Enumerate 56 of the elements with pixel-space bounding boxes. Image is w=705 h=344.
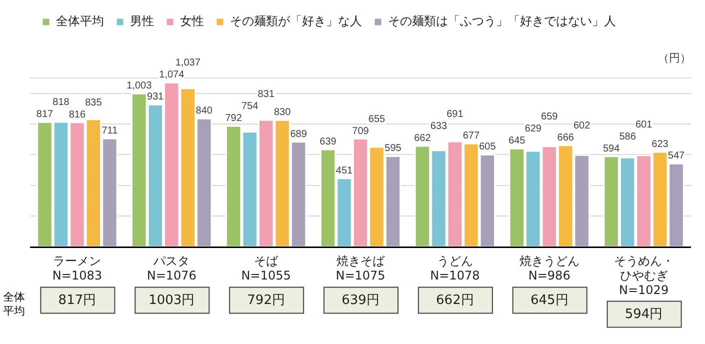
data-label: 931 [147, 92, 164, 103]
y-axis-title: （円） [658, 51, 691, 64]
legend-label: その麺類は「ふつう」「好きではない」人 [388, 14, 616, 28]
legend-label: 女性 [180, 14, 204, 28]
data-label: 645 [508, 136, 526, 147]
data-label: 655 [368, 114, 386, 125]
data-label: 1,074 [159, 70, 185, 81]
x-tick-label: 焼きそば N=1075 [336, 254, 386, 283]
data-label: 629 [524, 124, 542, 135]
data-label: 830 [274, 107, 292, 118]
data-label: 831 [258, 89, 275, 100]
data-label: 709 [352, 126, 370, 137]
data-label: 451 [336, 165, 354, 176]
x-tick-label: そうめん・ひやむぎ N=1029 [614, 254, 674, 297]
data-label: 605 [479, 142, 496, 153]
data-label: 601 [635, 119, 653, 130]
legend-label: その麺類が「好き」な人 [230, 14, 362, 28]
data-label: 602 [573, 120, 591, 132]
data-label: 835 [85, 97, 102, 108]
data-label: 689 [290, 128, 308, 140]
text: 594円 [624, 307, 663, 322]
x-tick-label: パスタ N=1076 [146, 254, 196, 283]
data-label: 547 [668, 150, 686, 162]
data-label: 666 [557, 132, 574, 144]
text: 817円 [58, 293, 96, 308]
text: 全体平均 [3, 290, 25, 318]
data-label: 818 [52, 97, 70, 108]
data-label: 595 [384, 143, 402, 154]
data-label: 1,003 [126, 80, 152, 92]
data-label: 792 [225, 113, 242, 124]
data-label: 816 [68, 109, 86, 120]
x-tick-label: 焼きうどん N=986 [519, 254, 580, 283]
text: 639円 [342, 293, 380, 308]
data-label: 594 [602, 143, 620, 154]
text: 645円 [530, 293, 568, 308]
data-label: 659 [541, 112, 558, 123]
data-label: 633 [430, 120, 448, 132]
x-tick-label: うどん N=1078 [430, 254, 480, 283]
data-label: 840 [196, 106, 213, 117]
legend-label: 全体平均 [56, 14, 104, 28]
data-label: 1,037 [175, 58, 201, 69]
data-label: 754 [241, 101, 259, 112]
data-label: 639 [320, 136, 337, 148]
data-label: 623 [652, 138, 669, 150]
data-label: 586 [619, 131, 636, 142]
data-label: 691 [446, 108, 464, 120]
data-label: 662 [414, 132, 432, 144]
text: 1003円 [148, 293, 195, 308]
data-label: 711 [102, 125, 118, 136]
data-label: 677 [462, 130, 480, 142]
data-label: 817 [36, 109, 54, 120]
x-tick-label: ラーメン N=1083 [52, 254, 102, 283]
text: 662円 [436, 293, 474, 308]
text: 792円 [247, 293, 285, 308]
x-tick-label: そば N=1055 [241, 254, 291, 283]
legend-label: 男性 [130, 14, 154, 28]
